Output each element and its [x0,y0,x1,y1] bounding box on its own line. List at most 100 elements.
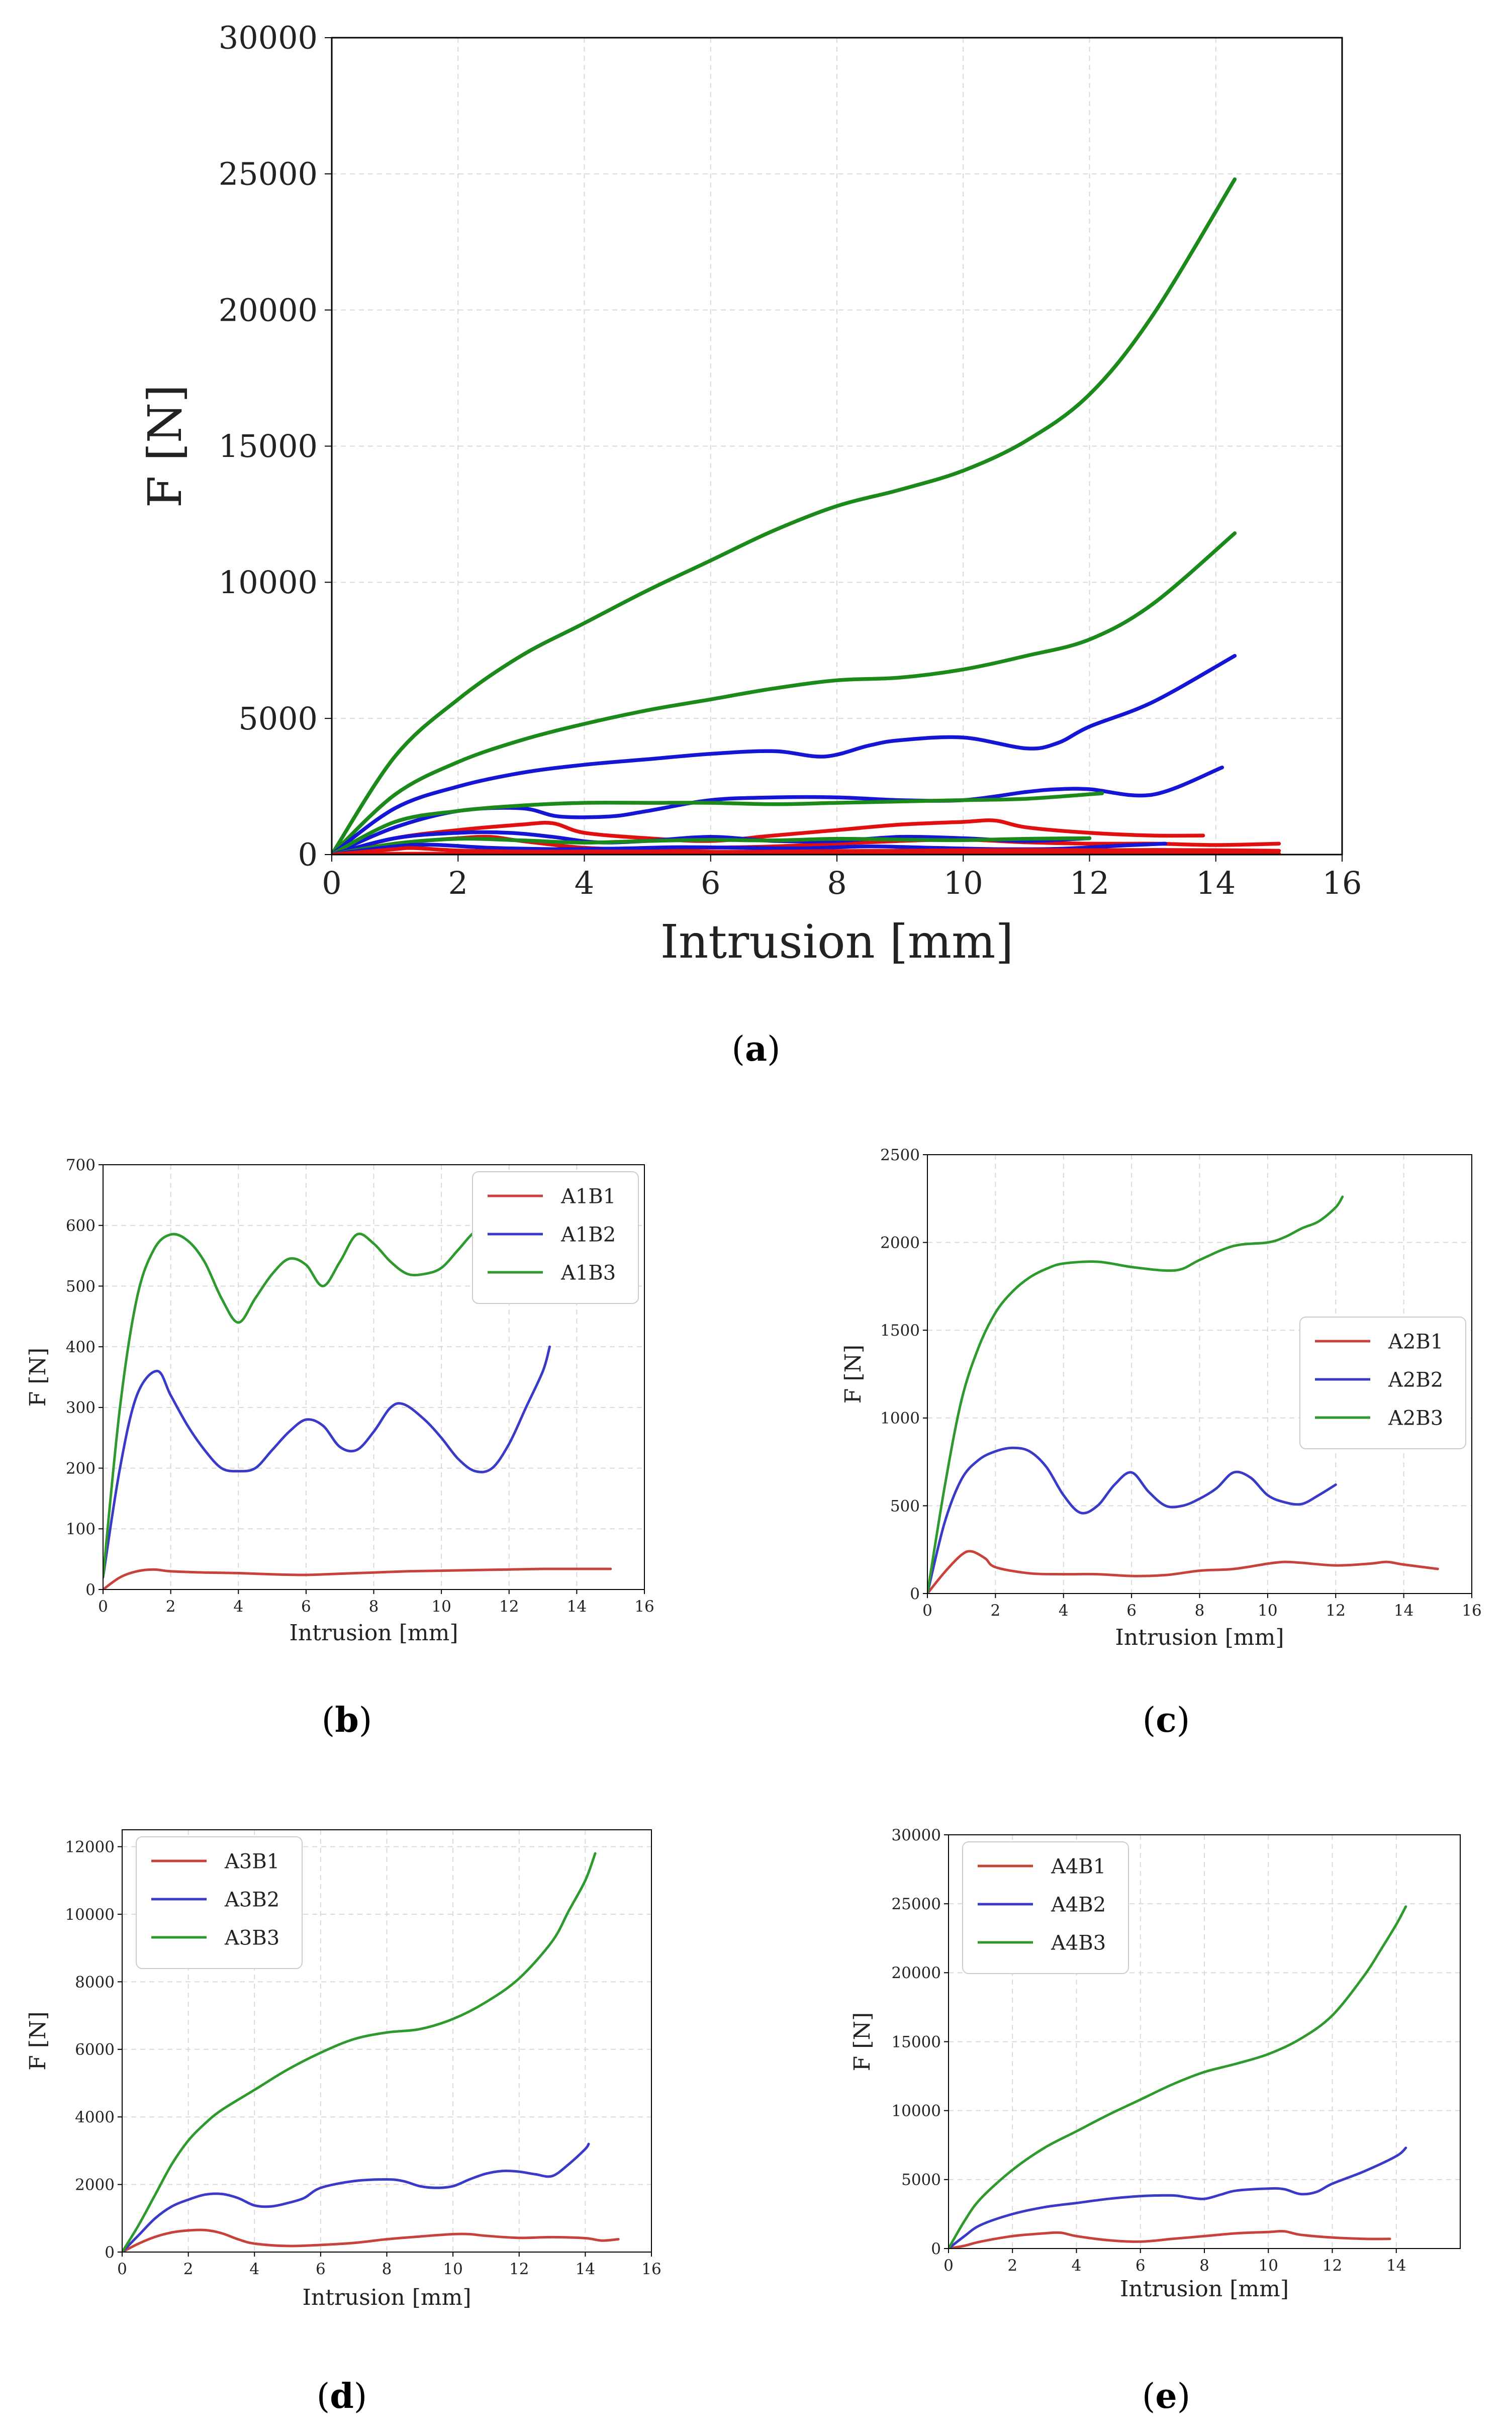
y-tick-label: 600 [66,1217,96,1235]
y-tick-label: 0 [298,836,318,873]
panel-b: 0 2 4 6 8 10 12 14 16 0 100 200 300 400 500 600 700 Intru… [25,1156,654,1740]
legend: A3B1 A3B2 A3B3 [136,1836,303,1969]
series-line-a2b3 [332,791,1104,855]
x-tick-label: 2 [448,865,468,901]
panel-a: 0 2 4 6 8 10 12 14 16 0 5000 10000 15000 20000 25000 30… [138,20,1362,1069]
series-line-a1b3 [103,1224,511,1579]
legend-label-a2b3: A2B3 [1388,1407,1443,1430]
x-tick-label: 14 [1394,1602,1413,1620]
series-line-a4b2 [949,2146,1407,2249]
legend-label-a2b2: A2B2 [1388,1368,1443,1391]
caption-open-paren: ( [731,1030,745,1069]
y-tick-label: 5000 [238,700,318,737]
caption-open-paren: ( [1142,2377,1156,2416]
x-tick-label: 0 [98,1598,108,1616]
x-tick-label: 0 [943,2257,954,2275]
x-tick-label: 4 [1072,2257,1082,2275]
x-tick-label: 2 [991,1602,1001,1620]
caption-letter: a [745,1029,767,1069]
y-tick-label: 0 [105,2243,115,2262]
series-line-a2b3 [927,1195,1344,1594]
series-line-a3b3 [332,531,1237,855]
legend-label-a3b1: A3B1 [224,1850,279,1873]
y-tick-label: 2000 [75,2176,115,2194]
x-tick-label: 4 [249,2260,259,2278]
caption-close-paren: ) [1177,2377,1191,2416]
y-tick-label: 20000 [891,1964,941,1982]
y-tick-label: 4000 [75,2108,115,2126]
x-tick-label: 6 [701,865,720,901]
panel-caption: (a) [731,1029,780,1069]
legend-box [136,1836,303,1969]
caption-close-paren: ) [359,1701,372,1740]
x-tick-label: 16 [1462,1602,1481,1620]
x-tick-label: 8 [382,2260,392,2278]
legend-box [1299,1317,1466,1450]
y-tick-label: 0 [910,1585,920,1603]
y-tick-label: 12000 [65,1838,115,1856]
x-tick-label: 8 [827,865,846,901]
series-line-a1b2 [103,1345,551,1579]
x-tick-label: 12 [1070,865,1109,901]
series-line-a4b3 [332,177,1237,855]
panel-d: 0 2 4 6 8 10 12 14 16 0 2000 4000 6000 8000 10000 12000… [25,1829,662,2416]
x-tick-label: 2 [1007,2257,1017,2275]
x-axis-label: Intrusion [mm] [289,1620,458,1646]
x-tick-label: 12 [1326,1602,1346,1620]
legend-label-a1b3: A1B3 [560,1261,616,1284]
y-tick-label: 30000 [219,20,318,56]
x-tick-label: 4 [1059,1602,1069,1620]
x-tick-label: 16 [1322,865,1362,901]
caption-letter: d [330,2376,354,2416]
series-line-a1b1 [103,1567,612,1590]
y-axis-label: F [N] [25,1348,51,1407]
x-axis-label: Intrusion [mm] [1115,1625,1284,1650]
series-line-a1b3 [332,836,1092,855]
x-tick-label: 16 [634,1598,654,1616]
x-tick-label: 8 [1195,1602,1205,1620]
y-tick-label: 500 [66,1277,96,1295]
y-tick-label: 10000 [65,1906,115,1924]
x-tick-label: 14 [576,2260,595,2278]
x-tick-label: 0 [322,865,341,901]
legend-label-a2b1: A2B1 [1388,1330,1443,1353]
caption-open-paren: ( [322,1701,335,1740]
x-tick-label: 4 [233,1598,243,1616]
series-line-a3b1 [332,834,1281,855]
series-line-a4b1 [332,818,1205,855]
y-tick-label: 20000 [219,292,318,328]
y-axis-label: F [N] [840,1345,866,1404]
x-tick-label: 12 [509,2260,529,2278]
y-tick-label: 15000 [891,2033,941,2051]
panel-caption: (b) [322,1700,372,1740]
caption-letter: b [335,1700,359,1740]
x-tick-label: 10 [443,2260,462,2278]
caption-close-paren: ) [354,2377,367,2416]
series-line-a2b2 [332,830,1092,855]
caption-letter: c [1156,1700,1176,1740]
x-tick-label: 8 [369,1598,379,1616]
x-tick-label: 6 [1126,1602,1137,1620]
legend-label-a1b1: A1B1 [560,1185,616,1208]
y-tick-label: 6000 [75,2041,115,2059]
y-tick-label: 2500 [880,1146,920,1164]
y-tick-label: 700 [66,1156,96,1174]
series-line-a4b1 [949,2229,1391,2249]
x-tick-label: 4 [575,865,594,901]
x-tick-label: 14 [567,1598,587,1616]
x-tick-label: 10 [431,1598,451,1616]
legend-label-a3b3: A3B3 [224,1926,279,1949]
caption-letter: e [1155,2376,1177,2416]
legend-label-a4b2: A4B2 [1051,1893,1106,1916]
x-tick-label: 14 [1196,865,1236,901]
panel-caption: (c) [1143,1700,1190,1740]
series-line-a3b1 [122,2228,620,2252]
y-tick-label: 100 [66,1520,96,1538]
series-line-a4b2 [332,653,1237,855]
y-tick-label: 15000 [219,428,318,464]
y-tick-label: 2000 [880,1234,920,1252]
series-line-a2b2 [927,1446,1337,1594]
caption-open-paren: ( [1143,1701,1156,1740]
x-tick-label: 0 [117,2260,127,2278]
legend-label-a3b2: A3B2 [224,1888,279,1911]
